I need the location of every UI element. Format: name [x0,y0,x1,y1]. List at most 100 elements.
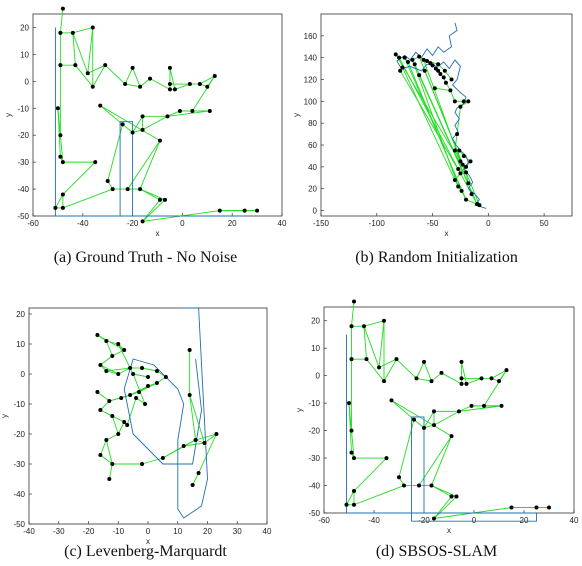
landmark-point [58,63,63,68]
landmark-point [406,60,411,65]
landmark-point [402,55,407,60]
graph-edge [391,400,415,420]
y-tick-label: 40 [308,163,317,172]
landmark-point [60,160,65,165]
graph-edge [59,135,64,163]
graph-edge [118,367,131,375]
landmark-point [417,54,422,59]
landmark-point [382,379,386,384]
landmark-point [205,84,210,89]
y-tick-label: -50 [308,509,320,518]
graph-edge [433,496,457,519]
y-tick-label: -40 [17,185,29,194]
landmark-point [163,375,168,379]
landmark-point [432,409,436,414]
landmark-point [202,441,207,445]
landmark-point [58,133,63,138]
landmark-point [58,154,63,159]
y-axis-label: y [295,408,304,412]
graph-edge [189,394,205,444]
landmark-point [464,170,469,175]
x-tick-label: 40 [263,527,272,536]
plot-frame [28,307,268,525]
y-tick-label: 120 [304,76,318,85]
landmark-point [414,376,419,381]
landmark-point [242,208,247,213]
graph-edge [108,463,113,480]
y-tick-label: 100 [304,97,318,106]
graph-edge [183,442,205,447]
landmark-point [103,63,108,68]
graph-edge [363,326,380,368]
x-tick-label: -10 [112,527,124,536]
landmark-point [477,203,482,208]
graph-edge [363,326,367,360]
x-tick-label: 20 [228,219,237,228]
landmark-point [98,408,103,412]
chart-panel-d: -60 -40 -20 0 20 40 -50 -40 -30 -20 -10 0 10 20 x y (d)… [291,283,582,566]
graph-edge [491,369,507,379]
graph-edge [57,108,61,157]
graph-edge [199,75,215,85]
landmark-point [452,148,457,153]
landmark-point [352,299,356,304]
landmark-point [217,208,222,213]
graph-edge [132,116,143,133]
graph-edge [351,430,355,459]
landmark-point [394,357,399,362]
graph-edge [125,83,141,88]
landmark-point [125,187,130,192]
y-tick-label: -20 [308,427,320,436]
y-tick-label: 20 [308,185,317,194]
landmark-point [398,68,403,73]
landmark-point [214,432,219,436]
graph-edge [423,411,435,429]
landmark-point [140,114,145,119]
x-tick-label: -40 [368,516,380,525]
graph-edge [399,70,461,174]
landmark-point [457,148,462,153]
landmark-point [460,162,465,167]
landmark-point [377,365,381,370]
graph-edge [198,433,217,474]
landmark-point [146,375,150,379]
landmark-point [190,108,195,113]
landmark-point [454,494,459,499]
landmark-point [255,208,260,213]
y-axis-label: y [4,113,13,117]
graph-edge [139,140,161,190]
y-tick-label: -20 [13,430,25,439]
graph-edge [74,64,94,88]
landmark-point [138,84,143,89]
graph-edge [191,75,216,112]
landmark-point [422,359,426,364]
x-tick-label: -40 [77,219,89,228]
y-axis-label: y [0,414,9,418]
landmark-point [349,428,354,433]
graph-edge [142,199,161,222]
x-axis-label: x [146,537,150,546]
landmark-point [458,159,463,164]
landmark-point [95,333,100,337]
graph-edge [100,105,161,141]
landmark-point [140,127,145,132]
x-axis-label: x [156,229,160,238]
plot-frame [323,306,575,514]
x-tick-label: -30 [53,527,65,536]
landmark-point [534,505,539,510]
landmark-point [128,366,133,370]
landmark-point [140,219,145,224]
graph-edge [396,358,417,379]
graph-edge [100,364,119,375]
y-tick-label: -30 [17,158,29,167]
graph-edge [434,87,451,91]
y-tick-label: -30 [308,454,320,463]
y-tick-label: -50 [17,212,29,221]
landmark-point [148,76,153,81]
trajectory-line [346,334,537,522]
graph-edge [378,358,397,368]
y-tick-label: 20 [16,310,25,319]
x-tick-label: 20 [520,516,529,525]
landmark-point [349,324,354,329]
landmark-point [464,164,469,169]
